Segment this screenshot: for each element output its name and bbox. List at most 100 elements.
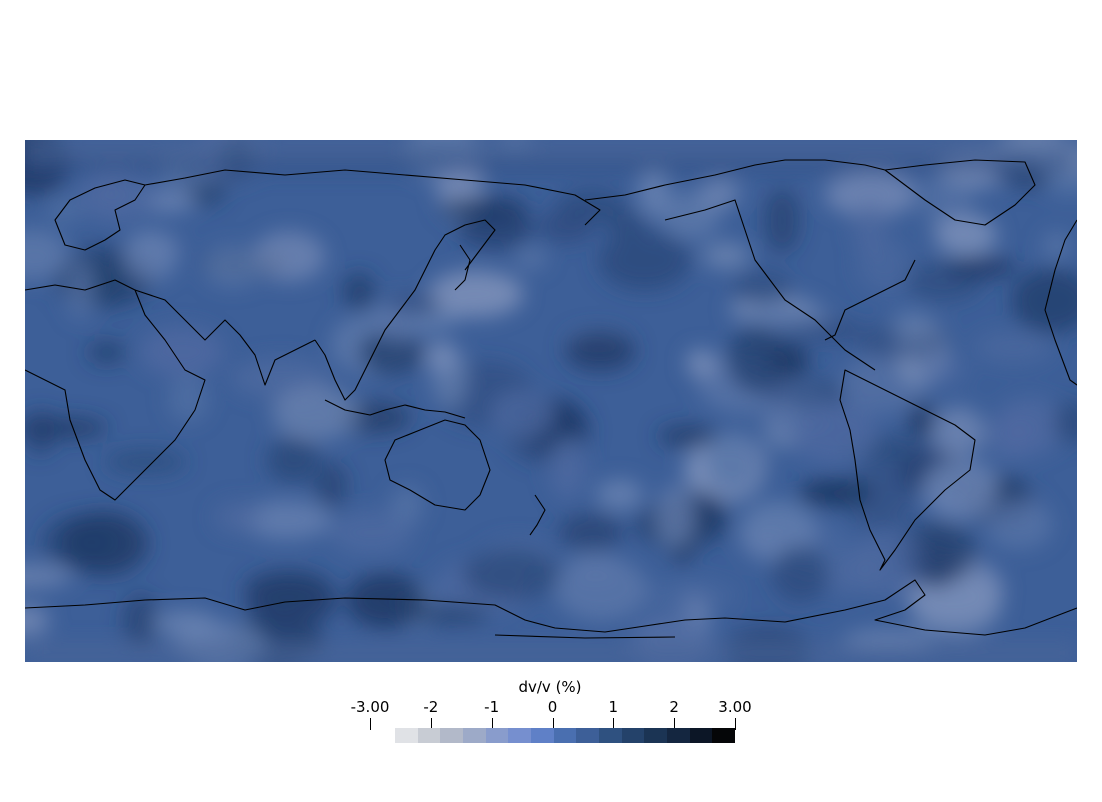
anomaly-blob: [852, 547, 884, 589]
anomaly-blob: [405, 603, 491, 625]
anomaly-blob: [824, 172, 919, 217]
colorbar-tick-mark: [492, 718, 493, 730]
colorbar-swatch: [463, 728, 486, 743]
anomaly-blob: [914, 355, 968, 386]
anomaly-blob: [659, 191, 721, 240]
anomaly-blob: [428, 270, 524, 318]
colorbar-swatch: [621, 728, 645, 743]
anomaly-blob: [945, 256, 1017, 279]
anomaly-blob: [25, 565, 72, 588]
anomaly-blob: [564, 331, 636, 371]
colorbar-swatch: [485, 728, 509, 743]
colorbar-tick-mark: [735, 718, 736, 730]
colorbar-tick-label: 0: [547, 698, 558, 716]
anomaly-blob: [139, 326, 225, 377]
colorbar-tick-label: 2: [669, 698, 679, 716]
anomaly-blob: [515, 247, 547, 270]
anomaly-blob: [252, 231, 326, 282]
anomaly-blob: [439, 197, 528, 219]
anomaly-blob: [604, 211, 648, 238]
anomaly-blob: [598, 231, 692, 291]
colorbar-tick-mark: [370, 718, 371, 730]
anomaly-blob: [732, 270, 793, 306]
anomaly-blob: [986, 412, 1038, 462]
anomaly-blob: [914, 541, 957, 589]
polar-band: [25, 158, 1077, 172]
colorbar-swatch: [440, 728, 464, 743]
anomaly-blob: [792, 402, 879, 465]
coastlines: [25, 159, 1077, 639]
colorbar-tick-label: 3.00: [718, 698, 752, 716]
anomaly-blob: [213, 501, 263, 534]
colorbar-swatch: [644, 728, 668, 743]
anomaly-blob: [96, 168, 127, 216]
dv-v-map: [25, 140, 1077, 662]
anomaly-blob: [104, 449, 187, 474]
colorbar-swatch: [417, 728, 441, 743]
anomaly-blob: [490, 390, 556, 439]
map-panel: [25, 140, 1077, 662]
anomaly-blob: [856, 322, 950, 361]
anomaly-blob: [167, 377, 209, 423]
colorbar-tick-mark: [553, 718, 554, 730]
anomaly-blob: [385, 294, 442, 315]
anomaly-blob: [771, 545, 829, 603]
anomaly-blob: [658, 425, 718, 447]
colorbar-swatch: [712, 728, 736, 743]
anomaly-blob: [25, 605, 50, 636]
colorbar-swatch: [576, 728, 600, 743]
anomaly-blob: [330, 509, 413, 556]
anomaly-blob: [934, 214, 998, 256]
anomaly-blob: [25, 229, 69, 281]
colorbar-swatch: [553, 728, 577, 743]
polar-band: [25, 644, 1077, 662]
anomaly-blob: [60, 511, 148, 576]
anomaly-blob: [558, 512, 624, 552]
colorbar-swatch: [667, 728, 690, 743]
anomaly-blob: [931, 406, 985, 457]
anomaly-blob: [596, 479, 644, 510]
anomaly-blob: [891, 310, 928, 339]
anomaly-blob: [246, 573, 337, 627]
anomaly-blob: [314, 462, 348, 509]
anomaly-blob: [844, 463, 914, 530]
anomaly-blob: [123, 230, 178, 282]
anomaly-blob: [655, 485, 696, 548]
anomaly-blob: [47, 198, 81, 224]
colorbar-tick-label: -2: [423, 698, 439, 716]
anomaly-blob: [203, 245, 264, 287]
colorbar-swatch: [395, 728, 418, 743]
anomaly-blob: [922, 459, 1000, 520]
anomaly-blob: [87, 340, 127, 365]
colorbar-swatch: [689, 728, 713, 743]
colorbar-tick-mark: [431, 718, 432, 730]
anomaly-blob: [702, 242, 750, 269]
anomaly-blob: [798, 479, 872, 507]
anomaly-blob: [727, 326, 789, 394]
anomaly-blob: [686, 349, 717, 378]
anomaly-blob: [700, 178, 741, 208]
anomaly-blob: [704, 431, 763, 492]
colorbar-tick-label: -1: [484, 698, 500, 716]
colorbar-legend: dv/v (%) -3.00 -2 -1 0 1 2 3.00: [340, 676, 760, 756]
anomaly-blob: [985, 499, 1053, 550]
colorbar-swatch: [531, 728, 554, 743]
colorbar-tick-mark: [613, 718, 614, 730]
anomaly-blob: [853, 202, 886, 257]
colorbar-swatch: [508, 728, 532, 743]
anomaly-blob: [1042, 230, 1071, 262]
anomaly-blob: [973, 331, 1053, 364]
anomaly-blob: [462, 548, 561, 601]
anomaly-blob: [346, 573, 426, 629]
anomaly-blob: [271, 386, 360, 441]
anomaly-blob: [744, 307, 835, 328]
anomaly-blob: [342, 272, 376, 311]
polar-band: [25, 140, 1077, 158]
anomaly-blob: [389, 485, 425, 525]
colorbar-tick-mark: [674, 718, 675, 730]
colorbar-swatch: [599, 728, 622, 743]
colorbar-tick-label: -3.00: [350, 698, 390, 716]
anomaly-blob: [1054, 401, 1077, 444]
anomaly-blob: [763, 187, 801, 254]
colorbar-gradient: [395, 728, 736, 743]
